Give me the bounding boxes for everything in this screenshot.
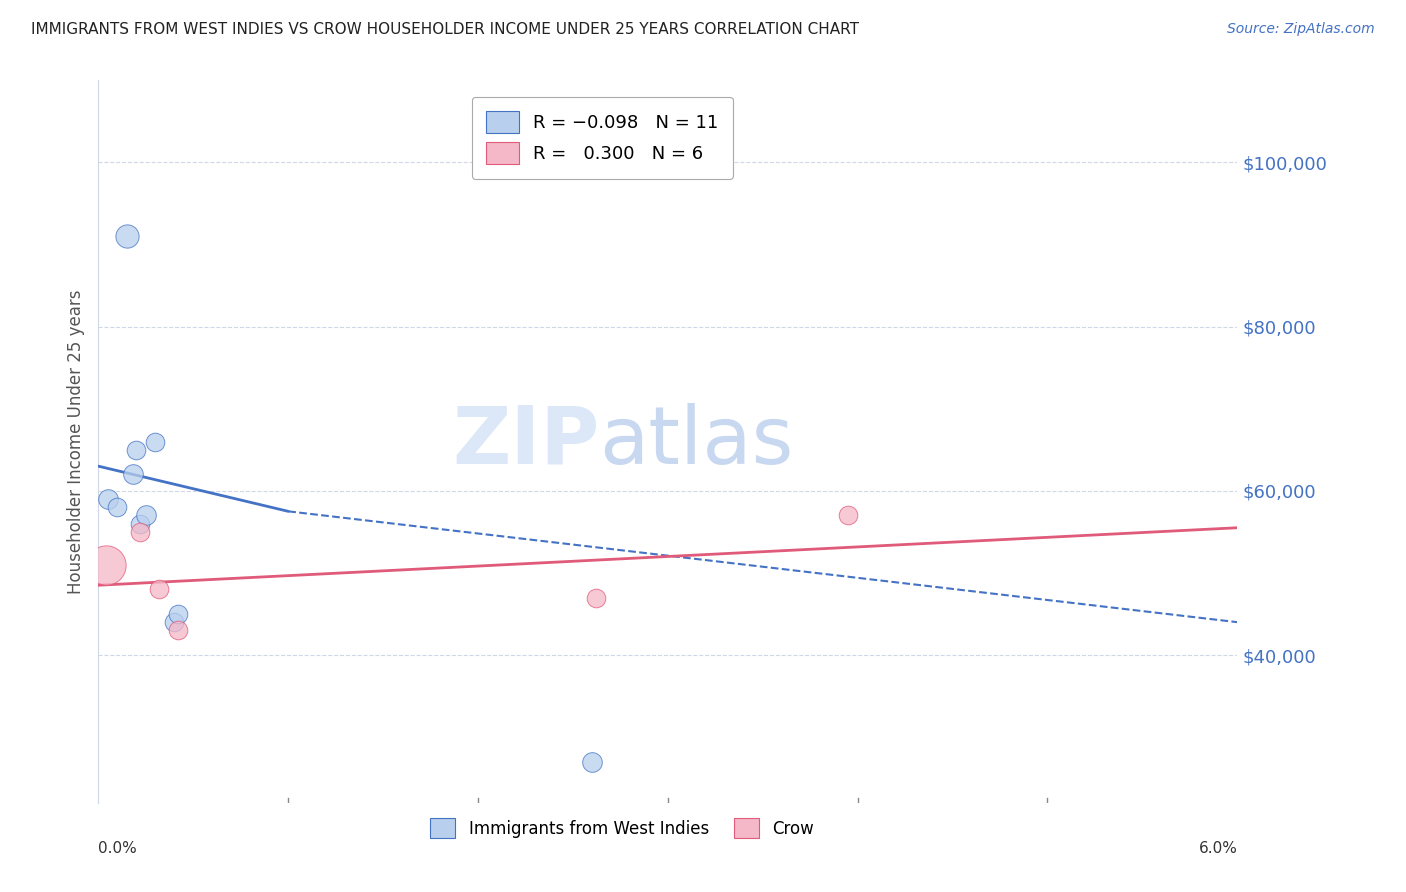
Point: [125, 442, 148, 457]
Point: [129, 516, 152, 531]
Text: 0.0%: 0.0%: [98, 841, 138, 856]
Point: [167, 607, 190, 621]
Point: [107, 500, 129, 515]
Point: [97, 491, 120, 506]
Point: [129, 524, 152, 539]
Text: ZIP: ZIP: [453, 402, 599, 481]
Point: [121, 467, 143, 482]
Point: [135, 508, 157, 523]
Legend: Immigrants from West Indies, Crow: Immigrants from West Indies, Crow: [423, 812, 821, 845]
Point: [585, 591, 607, 605]
Point: [94, 558, 117, 572]
Point: [148, 582, 170, 597]
Text: 6.0%: 6.0%: [1198, 841, 1237, 856]
Y-axis label: Householder Income Under 25 years: Householder Income Under 25 years: [66, 289, 84, 594]
Point: [163, 615, 186, 630]
Point: [837, 508, 859, 523]
Text: atlas: atlas: [599, 402, 794, 481]
Point: [167, 624, 190, 638]
Text: IMMIGRANTS FROM WEST INDIES VS CROW HOUSEHOLDER INCOME UNDER 25 YEARS CORRELATIO: IMMIGRANTS FROM WEST INDIES VS CROW HOUS…: [31, 22, 859, 37]
Text: Source: ZipAtlas.com: Source: ZipAtlas.com: [1227, 22, 1375, 37]
Point: [115, 229, 138, 244]
Point: [145, 434, 166, 449]
Point: [581, 755, 603, 769]
